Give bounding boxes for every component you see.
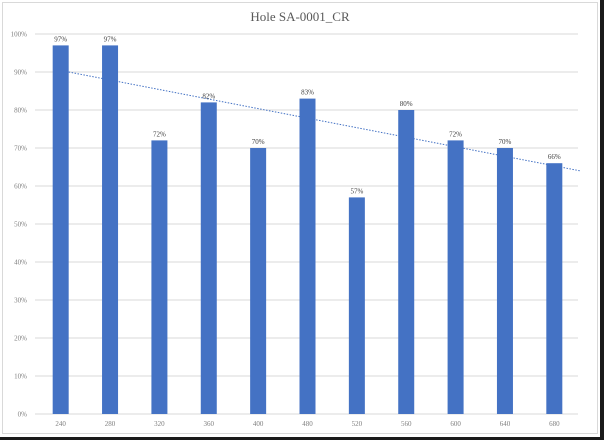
data-label: 66%: [548, 153, 561, 161]
bar: [250, 148, 267, 414]
data-label: 72%: [153, 130, 166, 138]
y-tick-label: 0%: [18, 411, 28, 419]
x-tick-label: 520: [352, 420, 363, 428]
data-label: 72%: [449, 130, 462, 138]
y-tick-label: 10%: [14, 373, 27, 381]
chart-title: Hole SA-0001_CR: [250, 9, 350, 24]
x-tick-label: 400: [253, 420, 264, 428]
data-label: 80%: [400, 100, 413, 108]
bar: [200, 102, 217, 415]
x-tick-label: 680: [549, 420, 560, 428]
y-tick-label: 20%: [14, 335, 27, 343]
x-tick-label: 480: [302, 420, 313, 428]
data-label: 83%: [301, 89, 314, 97]
x-tick-label: 360: [204, 420, 215, 428]
y-tick-label: 40%: [14, 259, 27, 267]
data-label: 57%: [350, 187, 363, 195]
x-tick-label: 600: [450, 420, 461, 428]
bar: [52, 45, 69, 415]
data-label: 70%: [252, 138, 265, 146]
bar: [398, 110, 415, 414]
y-tick-label: 50%: [14, 221, 27, 229]
y-tick-label: 90%: [14, 69, 27, 77]
x-tick-label: 320: [154, 420, 165, 428]
x-tick-label: 640: [500, 420, 511, 428]
bar: [348, 197, 365, 414]
window-edge-right: [600, 0, 604, 440]
x-tick-label: 560: [401, 420, 412, 428]
x-tick-label: 280: [105, 420, 116, 428]
bar: [299, 98, 316, 414]
bar: [496, 148, 513, 414]
bar: [447, 140, 464, 414]
data-label: 97%: [54, 35, 67, 43]
bar: [102, 45, 119, 415]
bar: [151, 140, 168, 414]
y-tick-label: 70%: [14, 145, 27, 153]
y-tick-label: 80%: [14, 107, 27, 115]
x-tick-label: 240: [55, 420, 66, 428]
y-tick-label: 60%: [14, 183, 27, 191]
y-tick-label: 100%: [11, 31, 28, 39]
y-tick-label: 30%: [14, 297, 27, 305]
data-label: 82%: [202, 92, 215, 100]
data-label: 70%: [499, 138, 512, 146]
window-edge-bottom: [0, 437, 604, 440]
data-label: 97%: [104, 35, 117, 43]
bar: [546, 163, 563, 414]
